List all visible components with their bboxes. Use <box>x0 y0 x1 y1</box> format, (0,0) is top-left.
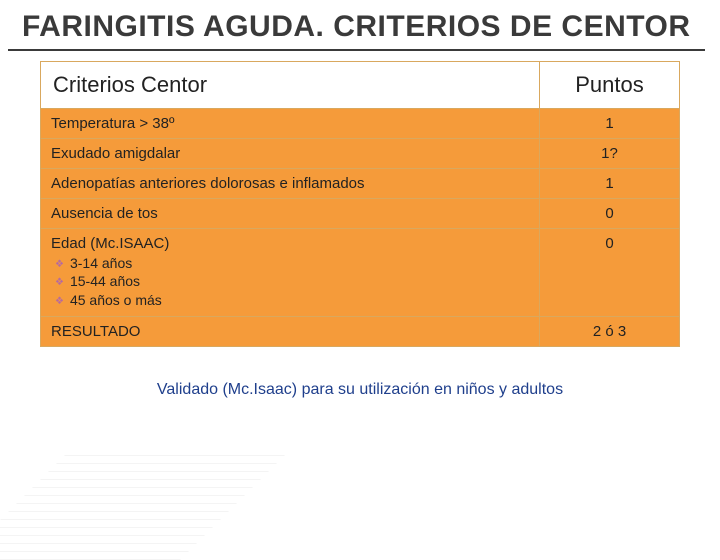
header-criterios: Criterios Centor <box>41 61 540 108</box>
criterion-points: 1? <box>540 138 680 168</box>
result-row: RESULTADO 2 ó 3 <box>41 317 680 347</box>
centor-table: Criterios Centor Puntos Temperatura > 38… <box>40 61 680 348</box>
header-puntos: Puntos <box>540 61 680 108</box>
centor-table-container: Criterios Centor Puntos Temperatura > 38… <box>40 61 680 348</box>
result-label: RESULTADO <box>41 317 540 347</box>
criterion-label: Adenopatías anteriores dolorosas e infla… <box>41 168 540 198</box>
criterion-label: Exudado amigdalar <box>41 138 540 168</box>
table-row: Temperatura > 38º 1 <box>41 108 680 138</box>
result-points: 2 ó 3 <box>540 317 680 347</box>
age-list-item: 45 años o más <box>51 291 529 310</box>
table-row: Ausencia de tos 0 <box>41 198 680 228</box>
criterion-label: Temperatura > 38º <box>41 108 540 138</box>
table-row: Adenopatías anteriores dolorosas e infla… <box>41 168 680 198</box>
age-list-item: 3-14 años <box>51 254 529 273</box>
age-label: Edad (Mc.ISAAC) <box>51 235 169 252</box>
age-list: 3-14 años 15-44 años 45 años o más <box>51 254 529 311</box>
criterion-points: 1 <box>540 168 680 198</box>
corner-decoration <box>0 450 290 560</box>
criterion-points: 0 <box>540 198 680 228</box>
age-list-item: 15-44 años <box>51 272 529 291</box>
table-row: Exudado amigdalar 1? <box>41 138 680 168</box>
age-row: Edad (Mc.ISAAC) 3-14 años 15-44 años 45 … <box>41 228 680 317</box>
age-cell: Edad (Mc.ISAAC) 3-14 años 15-44 años 45 … <box>41 228 540 317</box>
age-points: 0 <box>540 228 680 317</box>
slide-title: FARINGITIS AGUDA. CRITERIOS DE CENTOR <box>8 0 705 51</box>
criterion-label: Ausencia de tos <box>41 198 540 228</box>
footer-note: Validado (Mc.Isaac) para su utilización … <box>0 381 720 399</box>
table-header-row: Criterios Centor Puntos <box>41 61 680 108</box>
criterion-points: 1 <box>540 108 680 138</box>
